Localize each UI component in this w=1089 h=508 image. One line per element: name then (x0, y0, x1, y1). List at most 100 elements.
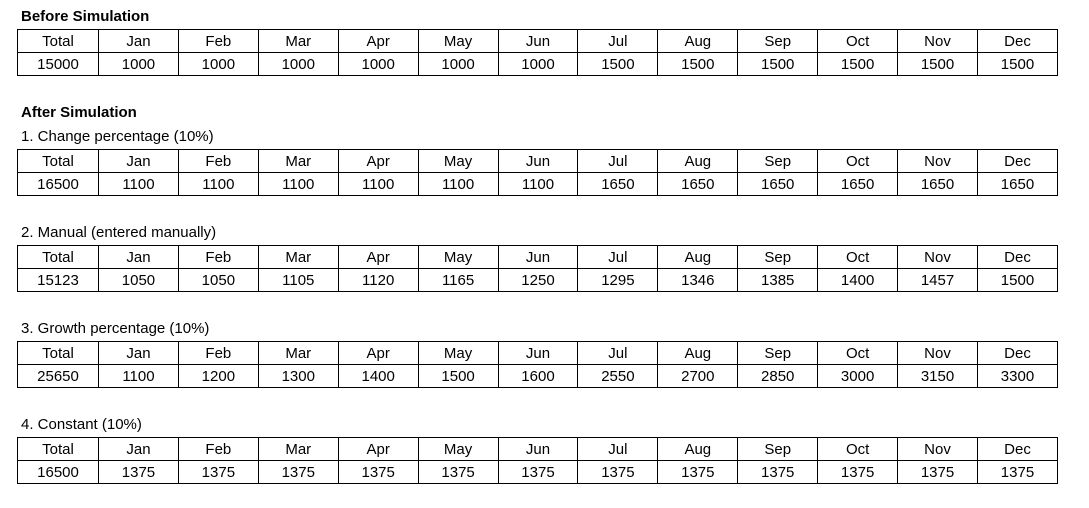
value-cell: 2850 (737, 364, 819, 388)
value-cell: 1100 (98, 364, 179, 388)
header-cell: Jul (577, 245, 659, 269)
value-cell: 3300 (976, 364, 1059, 388)
header-cell: Nov (897, 245, 978, 269)
header-cell: Nov (897, 149, 978, 173)
header-cell: May (417, 149, 499, 173)
header-row: Total Jan Feb Mar Apr May Jun Jul Aug Sep Oct Nov De… (17, 341, 1059, 365)
value-cell: 1165 (417, 268, 499, 292)
header-cell: Oct (817, 341, 899, 365)
header-cell: May (417, 341, 499, 365)
value-cell: 16500 (17, 460, 99, 484)
value-cell: 1500 (976, 52, 1059, 76)
header-row: Total Jan Feb Mar Apr May Jun Jul Aug Sep Oct Nov De… (17, 437, 1059, 461)
value-row: 15000 1000 1000 1000 1000 1000 1000 1500 1500 150… (17, 52, 1059, 76)
header-cell: Mar (257, 341, 339, 365)
section-caption-growth-percentage: 3. Growth percentage (10%) (21, 320, 210, 337)
manual-table: Total Jan Feb Mar Apr May Jun Jul Aug Sep Oct Nov De… (17, 245, 1059, 292)
value-cell: 1375 (98, 460, 179, 484)
header-cell: Oct (817, 437, 899, 461)
value-row: 16500 1100 1100 1100 1100 1100 1100 1650 1650 165… (17, 172, 1059, 196)
header-cell: Oct (817, 29, 899, 53)
value-row: 16500 1375 1375 1375 1375 1375 1375 1375 1375 137… (17, 460, 1059, 484)
value-cell: 1300 (257, 364, 339, 388)
header-cell: Feb (177, 29, 259, 53)
section-caption-manual: 2. Manual (entered manually) (21, 224, 217, 241)
value-cell: 1375 (417, 460, 499, 484)
header-cell: Jun (497, 149, 579, 173)
value-cell: 2700 (657, 364, 739, 388)
value-cell: 1375 (497, 460, 579, 484)
value-cell: 1100 (417, 172, 499, 196)
value-cell: 1500 (976, 268, 1059, 292)
header-cell: Jun (497, 341, 579, 365)
header-cell: Nov (897, 29, 978, 53)
value-cell: 1105 (257, 268, 339, 292)
value-cell: 1100 (98, 172, 179, 196)
value-cell: 15000 (17, 52, 99, 76)
value-cell: 1000 (497, 52, 579, 76)
header-cell: Jan (98, 149, 179, 173)
value-cell: 1650 (976, 172, 1059, 196)
header-cell: Mar (257, 149, 339, 173)
value-row: 15123 1050 1050 1105 1120 1165 1250 1295 1346 138… (17, 268, 1059, 292)
before-simulation-title: Before Simulation (21, 8, 150, 25)
value-cell: 1100 (257, 172, 339, 196)
header-cell: Total (17, 245, 99, 269)
header-row: Total Jan Feb Mar Apr May Jun Jul Aug Sep Oct Nov De… (17, 245, 1059, 269)
value-cell: 1346 (657, 268, 739, 292)
header-cell: Jan (98, 245, 179, 269)
value-cell: 1200 (177, 364, 259, 388)
header-cell: Dec (976, 341, 1059, 365)
value-cell: 1500 (657, 52, 739, 76)
header-cell: Dec (976, 437, 1059, 461)
value-cell: 1650 (657, 172, 739, 196)
header-cell: Sep (737, 437, 819, 461)
value-cell: 1400 (337, 364, 419, 388)
value-cell: 1500 (817, 52, 899, 76)
value-cell: 1500 (897, 52, 978, 76)
header-cell: Total (17, 341, 99, 365)
header-cell: Total (17, 149, 99, 173)
header-cell: Aug (657, 245, 739, 269)
header-cell: Jun (497, 437, 579, 461)
value-cell: 1000 (177, 52, 259, 76)
header-cell: Aug (657, 149, 739, 173)
header-cell: Apr (337, 149, 419, 173)
header-cell: Dec (976, 149, 1059, 173)
header-cell: Sep (737, 245, 819, 269)
header-cell: Sep (737, 29, 819, 53)
header-cell: Total (17, 437, 99, 461)
header-cell: Sep (737, 149, 819, 173)
header-cell: Aug (657, 341, 739, 365)
value-cell: 1650 (737, 172, 819, 196)
growth-percentage-table: Total Jan Feb Mar Apr May Jun Jul Aug Sep Oct Nov De… (17, 341, 1059, 388)
header-cell: Oct (817, 245, 899, 269)
header-cell: Jul (577, 149, 659, 173)
header-cell: Mar (257, 245, 339, 269)
value-cell: 15123 (17, 268, 99, 292)
header-cell: Jan (98, 341, 179, 365)
value-cell: 1375 (976, 460, 1059, 484)
header-cell: Total (17, 29, 99, 53)
value-cell: 1100 (497, 172, 579, 196)
change-percentage-table: Total Jan Feb Mar Apr May Jun Jul Aug Sep Oct Nov De… (17, 149, 1059, 196)
header-cell: Apr (337, 29, 419, 53)
header-cell: Jun (497, 29, 579, 53)
header-cell: Feb (177, 341, 259, 365)
header-cell: Dec (976, 245, 1059, 269)
value-cell: 1000 (257, 52, 339, 76)
header-cell: May (417, 29, 499, 53)
header-cell: Feb (177, 245, 259, 269)
after-simulation-title: After Simulation (21, 104, 137, 121)
header-cell: Aug (657, 29, 739, 53)
header-cell: Jan (98, 437, 179, 461)
value-cell: 1385 (737, 268, 819, 292)
value-cell: 1650 (897, 172, 978, 196)
section-caption-change-percentage: 1. Change percentage (10%) (21, 128, 214, 145)
value-cell: 1050 (177, 268, 259, 292)
header-cell: Jul (577, 29, 659, 53)
value-cell: 1650 (577, 172, 659, 196)
header-cell: Jul (577, 437, 659, 461)
header-row: Total Jan Feb Mar Apr May Jun Jul Aug Sep Oct Nov De… (17, 149, 1059, 173)
section-caption-constant: 4. Constant (10%) (21, 416, 142, 433)
